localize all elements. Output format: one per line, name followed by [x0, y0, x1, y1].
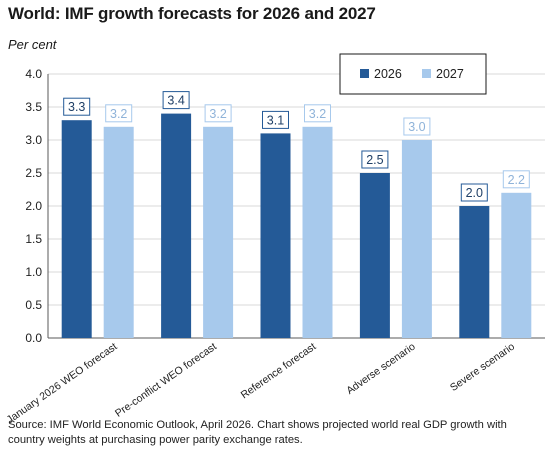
- data-label-box: [105, 104, 133, 123]
- data-label-box: [262, 110, 289, 129]
- data-label-2026-2: 3.4: [167, 94, 184, 108]
- data-label-2027-3: 3.2: [309, 107, 326, 121]
- y-tick-label: 0.0: [25, 331, 42, 345]
- bar-2027-1: [103, 126, 134, 338]
- y-tick-label: 4.0: [25, 67, 42, 81]
- data-label-2026-1: 3.3: [68, 100, 85, 114]
- bar-2027-4: [401, 140, 432, 338]
- y-tick-label: 1.0: [25, 265, 42, 279]
- data-label-box: [204, 104, 232, 123]
- legend-swatch-2027: [422, 69, 431, 78]
- x-category-label: January 2026 WEO forecast: [4, 341, 119, 427]
- y-axis-unit-label: Per cent: [8, 37, 57, 52]
- y-tick-label: 2.5: [25, 166, 42, 180]
- bar-2026-5: [459, 206, 490, 338]
- data-label-2027-5: 2.2: [508, 173, 525, 187]
- data-label-2026-5: 2.0: [466, 186, 483, 200]
- bar-2027-5: [501, 192, 532, 338]
- source-note: Source: IMF World Economic Outlook, Apri…: [8, 419, 507, 446]
- x-category-label: Pre-conflict WEO forecast: [113, 341, 219, 420]
- bar-2026-3: [260, 133, 291, 338]
- data-label-2027-4: 3.0: [408, 120, 425, 134]
- legend-label-2026: 2026: [374, 67, 402, 81]
- data-label-box: [502, 170, 530, 189]
- bar-2026-1: [61, 120, 92, 338]
- legend-label-2027: 2027: [436, 67, 464, 81]
- data-label-box: [63, 97, 91, 116]
- chart-title: World: IMF growth forecasts for 2026 and…: [8, 4, 376, 23]
- data-label-2027-2: 3.2: [209, 107, 226, 121]
- data-label-box: [162, 91, 190, 110]
- x-category-label: Adverse scenario: [344, 341, 417, 397]
- bar-2026-4: [359, 173, 390, 338]
- data-label-2026-4: 2.5: [366, 153, 383, 167]
- bar-2026-2: [161, 113, 192, 338]
- data-label-box: [304, 104, 331, 123]
- data-label-box: [361, 150, 389, 169]
- legend-swatch-2026: [360, 69, 369, 78]
- x-category-label: Severe scenario: [448, 341, 517, 394]
- bar-2027-2: [203, 126, 234, 338]
- y-tick-label: 2.0: [25, 199, 42, 213]
- data-label-box: [403, 117, 431, 136]
- y-tick-label: 0.5: [25, 298, 42, 312]
- x-category-label: Reference forecast: [239, 341, 319, 402]
- y-tick-label: 1.5: [25, 232, 42, 246]
- y-tick-label: 3.5: [25, 100, 42, 114]
- data-label-box: [460, 183, 488, 202]
- data-label-2026-3: 3.1: [267, 113, 284, 127]
- y-tick-label: 3.0: [25, 133, 42, 147]
- data-label-2027-1: 3.2: [110, 107, 127, 121]
- bar-2027-3: [302, 126, 333, 338]
